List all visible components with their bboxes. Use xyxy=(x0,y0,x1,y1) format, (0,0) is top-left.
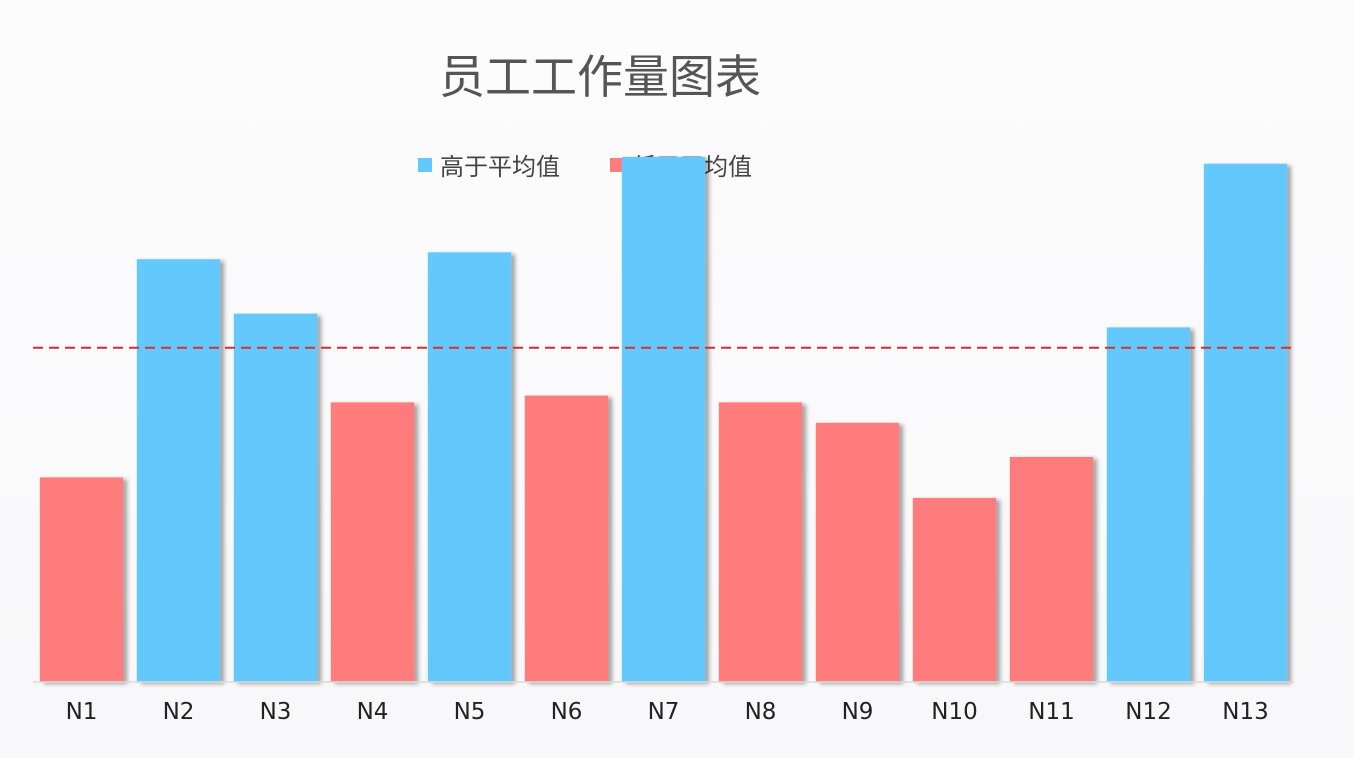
bar-n5 xyxy=(427,252,512,683)
x-tick-label-n13: N13 xyxy=(1222,699,1268,725)
bar-n7 xyxy=(621,156,706,682)
bar-n3 xyxy=(233,313,318,682)
bar-n13 xyxy=(1203,163,1288,682)
bar-n9 xyxy=(815,422,900,682)
bar-n11 xyxy=(1009,456,1094,682)
legend-swatch-low xyxy=(610,158,624,172)
legend-label-high: 高于平均值 xyxy=(440,153,560,181)
x-tick-label-n12: N12 xyxy=(1125,699,1171,725)
bar-n12 xyxy=(1106,327,1191,682)
chart-title: 员工工作量图表 xyxy=(439,50,761,104)
x-tick-label-n6: N6 xyxy=(551,699,583,725)
x-tick-label-n4: N4 xyxy=(357,699,389,725)
legend-swatch-high xyxy=(418,158,432,172)
bar-n8 xyxy=(718,402,803,682)
x-tick-label-n10: N10 xyxy=(931,699,977,725)
x-tick-labels: N1 N2 N3 N4 N5 N6 N7 N8 N9 N10 N11 N12 N13 xyxy=(66,699,1269,725)
x-tick-label-n11: N11 xyxy=(1028,699,1074,725)
bar-n6 xyxy=(524,395,609,682)
x-tick-label-n7: N7 xyxy=(648,699,680,725)
bar-n2 xyxy=(136,259,221,682)
x-tick-label-n2: N2 xyxy=(163,699,195,725)
x-tick-label-n8: N8 xyxy=(745,699,777,725)
bar-n10 xyxy=(912,497,997,682)
x-tick-label-n5: N5 xyxy=(454,699,486,725)
bars-group xyxy=(39,156,1288,683)
bar-n1 xyxy=(39,477,124,682)
x-tick-label-n3: N3 xyxy=(260,699,292,725)
bar-n4 xyxy=(330,402,415,682)
x-tick-label-n1: N1 xyxy=(66,699,98,725)
x-tick-label-n9: N9 xyxy=(842,699,874,725)
